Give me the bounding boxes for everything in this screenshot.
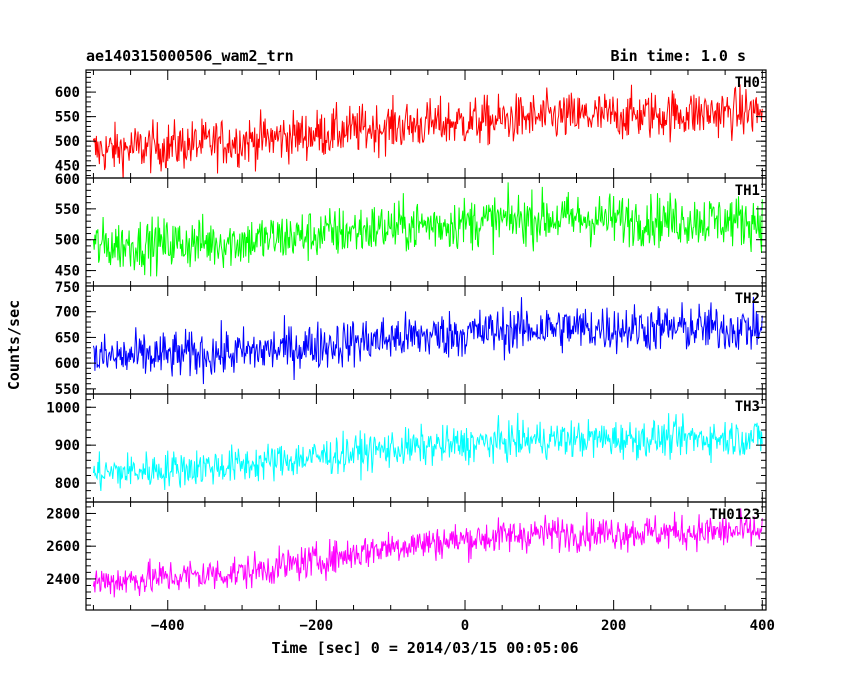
panel-th2: TH2 550 600 650 700 750	[55, 280, 767, 398]
series-line-th3	[92, 412, 763, 492]
series-line-th0123	[92, 508, 763, 598]
panel-label-th0123: TH0123	[709, 507, 760, 523]
panel-th0123: TH0123 2400 2600 2800	[46, 501, 767, 611]
y-tick-label: 2600	[46, 539, 80, 555]
y-tick-label: 550	[55, 202, 80, 218]
y-tick-label: 700	[55, 305, 80, 321]
series-line-th2	[92, 296, 763, 385]
panel-label-th0: TH0	[735, 75, 760, 91]
x-axis: −400 −200 0 200 400	[151, 618, 775, 634]
panel-label-th3: TH3	[735, 399, 760, 415]
y-tick-label: 450	[55, 264, 80, 280]
x-tick-label: 0	[461, 618, 469, 634]
panel-th3: TH3 800 900 1000	[46, 393, 767, 503]
panel-th1: TH1 450 500 550 600	[55, 172, 767, 287]
y-axis-label: Counts/sec	[5, 300, 23, 390]
panel-label-th1: TH1	[735, 183, 760, 199]
panel-label-th2: TH2	[735, 291, 760, 307]
panels-group: TH0 450 500 550 600 TH1 450 500 550 600 TH2 550 600 6…	[46, 69, 767, 611]
y-tick-label: 600	[55, 356, 80, 372]
y-tick-label: 1000	[46, 400, 80, 416]
y-tick-label: 500	[55, 233, 80, 249]
y-tick-label: 650	[55, 330, 80, 346]
x-tick-label: 200	[601, 618, 626, 634]
y-tick-label: 900	[55, 438, 80, 454]
chart-title: ae140315000506_wam2_trn	[86, 47, 294, 65]
y-tick-label: 550	[55, 382, 80, 398]
y-tick-label: 500	[55, 134, 80, 150]
panel-th0: TH0 450 500 550 600	[55, 69, 767, 179]
series-line-th0	[92, 84, 763, 178]
y-tick-label: 2800	[46, 506, 80, 522]
x-tick-label: 400	[750, 618, 775, 634]
y-tick-label: 600	[55, 172, 80, 188]
panel-frame	[85, 501, 767, 611]
series-line-th1	[92, 182, 763, 277]
y-tick-label: 450	[55, 159, 80, 175]
y-tick-label: 550	[55, 110, 80, 126]
y-tick-label: 800	[55, 476, 80, 492]
y-tick-label: 750	[55, 280, 80, 296]
y-tick-label: 600	[55, 85, 80, 101]
y-tick-label: 2400	[46, 572, 80, 588]
bin-time-label: Bin time: 1.0 s	[611, 47, 746, 65]
x-tick-label: −200	[300, 618, 334, 634]
x-axis-label: Time [sec] 0 = 2014/03/15 00:05:06	[271, 639, 578, 657]
x-tick-label: −400	[151, 618, 185, 634]
